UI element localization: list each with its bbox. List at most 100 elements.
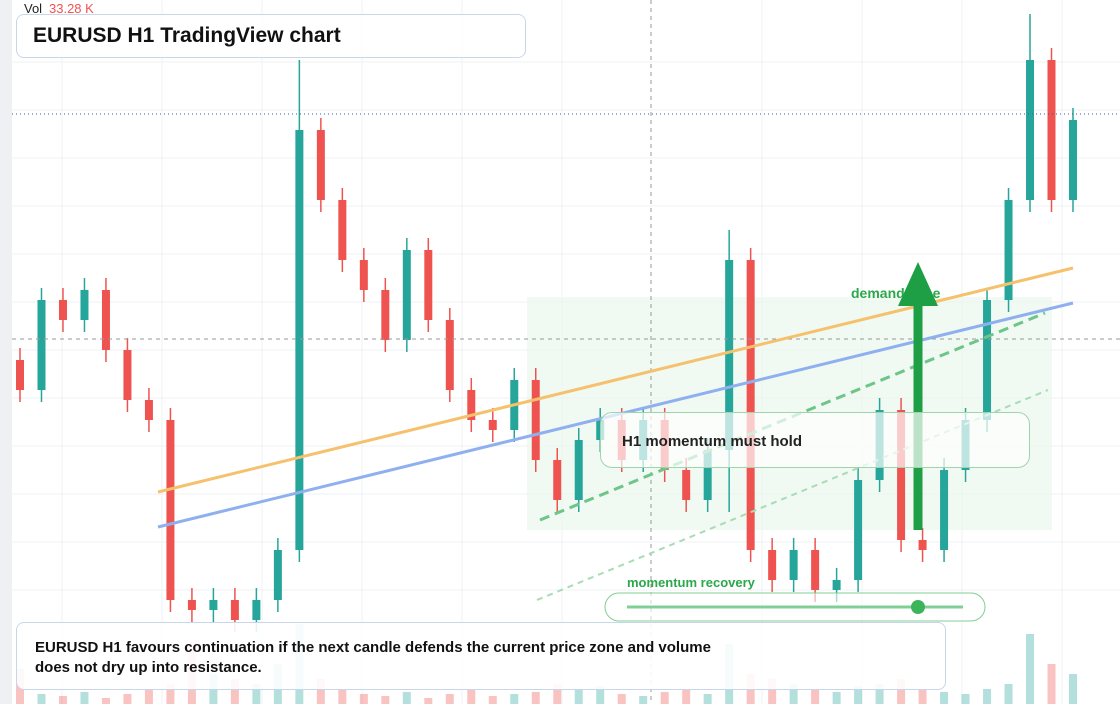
volume-readout: 33.28 K bbox=[49, 1, 94, 16]
arrow-head bbox=[898, 262, 938, 306]
volume-bar bbox=[553, 684, 562, 704]
candle-body bbox=[983, 300, 992, 420]
title-box: EURUSD H1 TradingView chart bbox=[16, 14, 526, 58]
volume-bar bbox=[359, 694, 368, 704]
volume-label: Vol bbox=[24, 1, 42, 16]
volume-bar bbox=[381, 696, 390, 704]
candle-body bbox=[940, 470, 949, 550]
volume-bar bbox=[80, 692, 89, 704]
volume-bar bbox=[531, 692, 540, 704]
candle-body bbox=[854, 480, 863, 580]
volume-bar bbox=[789, 684, 798, 704]
volume-bar bbox=[596, 686, 605, 704]
chart-title: EURUSD H1 TradingView chart bbox=[33, 24, 341, 47]
candle-body bbox=[252, 600, 261, 620]
candle-body bbox=[768, 550, 777, 580]
candle-body bbox=[37, 300, 46, 390]
candle-body bbox=[273, 550, 282, 600]
left-edge bbox=[0, 0, 12, 704]
candle-body bbox=[1004, 200, 1013, 300]
candle-body bbox=[531, 380, 540, 460]
volume-bar bbox=[144, 689, 153, 704]
volume-bar bbox=[940, 692, 949, 704]
candle-body bbox=[230, 600, 239, 620]
momentum-box: H1 momentum must hold bbox=[600, 412, 1030, 468]
volume-bar bbox=[961, 694, 970, 704]
volume-bar bbox=[467, 689, 476, 704]
momentum-label: H1 momentum must hold bbox=[622, 433, 803, 450]
volume-bar bbox=[166, 684, 175, 704]
volume-bar bbox=[510, 694, 519, 704]
volume-bar bbox=[1004, 684, 1013, 704]
volume-bar bbox=[854, 686, 863, 704]
volume-bar bbox=[123, 694, 132, 704]
candle-body bbox=[144, 400, 153, 420]
candle-body bbox=[703, 450, 712, 500]
slider-knob[interactable] bbox=[911, 600, 925, 614]
volume-bar bbox=[983, 689, 992, 704]
candle-body bbox=[1026, 60, 1035, 200]
volume-bar bbox=[1069, 674, 1077, 704]
volume-bar bbox=[617, 694, 626, 704]
candle-body bbox=[488, 420, 497, 430]
candle-body bbox=[209, 600, 218, 610]
candle-body bbox=[338, 200, 347, 260]
volume-bar bbox=[682, 689, 691, 704]
candle-body bbox=[1069, 120, 1077, 200]
candle-body bbox=[897, 410, 906, 540]
volume-bar bbox=[58, 696, 67, 704]
candle-body bbox=[445, 320, 454, 390]
volume-bar bbox=[488, 696, 497, 704]
note-box: EURUSD H1 favours continuation if the ne… bbox=[16, 622, 946, 690]
candle-body bbox=[811, 550, 820, 590]
candle-body bbox=[424, 250, 433, 320]
candle-body bbox=[101, 290, 110, 350]
volume-bar bbox=[424, 698, 433, 704]
volume-bar bbox=[660, 692, 669, 704]
candle-body bbox=[789, 550, 798, 580]
volume-bar bbox=[445, 694, 454, 704]
candle-body bbox=[725, 260, 734, 450]
volume-bar bbox=[832, 692, 841, 704]
candle-body bbox=[402, 250, 411, 340]
volume-bar bbox=[1047, 664, 1056, 704]
volume-bar bbox=[768, 679, 777, 704]
volume-bar bbox=[875, 684, 884, 704]
candle-body bbox=[359, 260, 368, 290]
volume-bar bbox=[1026, 634, 1035, 704]
candle-body bbox=[16, 360, 24, 390]
volume-bar bbox=[316, 679, 325, 704]
candle-body bbox=[187, 600, 196, 610]
candle-body bbox=[381, 290, 390, 340]
candle-body bbox=[295, 130, 304, 550]
volume-bar bbox=[338, 689, 347, 704]
candle-body bbox=[574, 440, 583, 500]
volume-bar bbox=[101, 698, 110, 704]
candle-body bbox=[58, 300, 67, 320]
volume-bar bbox=[918, 689, 927, 704]
volume-bar bbox=[252, 684, 261, 704]
volume-bar bbox=[230, 679, 239, 704]
candle-body bbox=[467, 390, 476, 420]
candle-body bbox=[316, 130, 325, 200]
volume-bar bbox=[37, 694, 46, 704]
recovery-label: momentum recovery bbox=[627, 575, 756, 590]
trendline-light bbox=[536, 389, 1049, 601]
candle-body bbox=[682, 470, 691, 500]
candle-body bbox=[918, 540, 927, 550]
candle-body bbox=[832, 580, 841, 590]
candle-body bbox=[166, 420, 175, 600]
volume-bar bbox=[703, 694, 712, 704]
candle-body bbox=[746, 260, 755, 550]
candle-body bbox=[80, 290, 89, 320]
candle-body bbox=[553, 460, 562, 500]
note-text: EURUSD H1 favours continuation if the ne… bbox=[35, 639, 711, 676]
volume-bar bbox=[574, 689, 583, 704]
volume-bar bbox=[811, 689, 820, 704]
candle-body bbox=[123, 350, 132, 400]
volume-bar bbox=[639, 696, 648, 704]
volume-bar bbox=[897, 679, 906, 704]
candle-body bbox=[1047, 60, 1056, 200]
